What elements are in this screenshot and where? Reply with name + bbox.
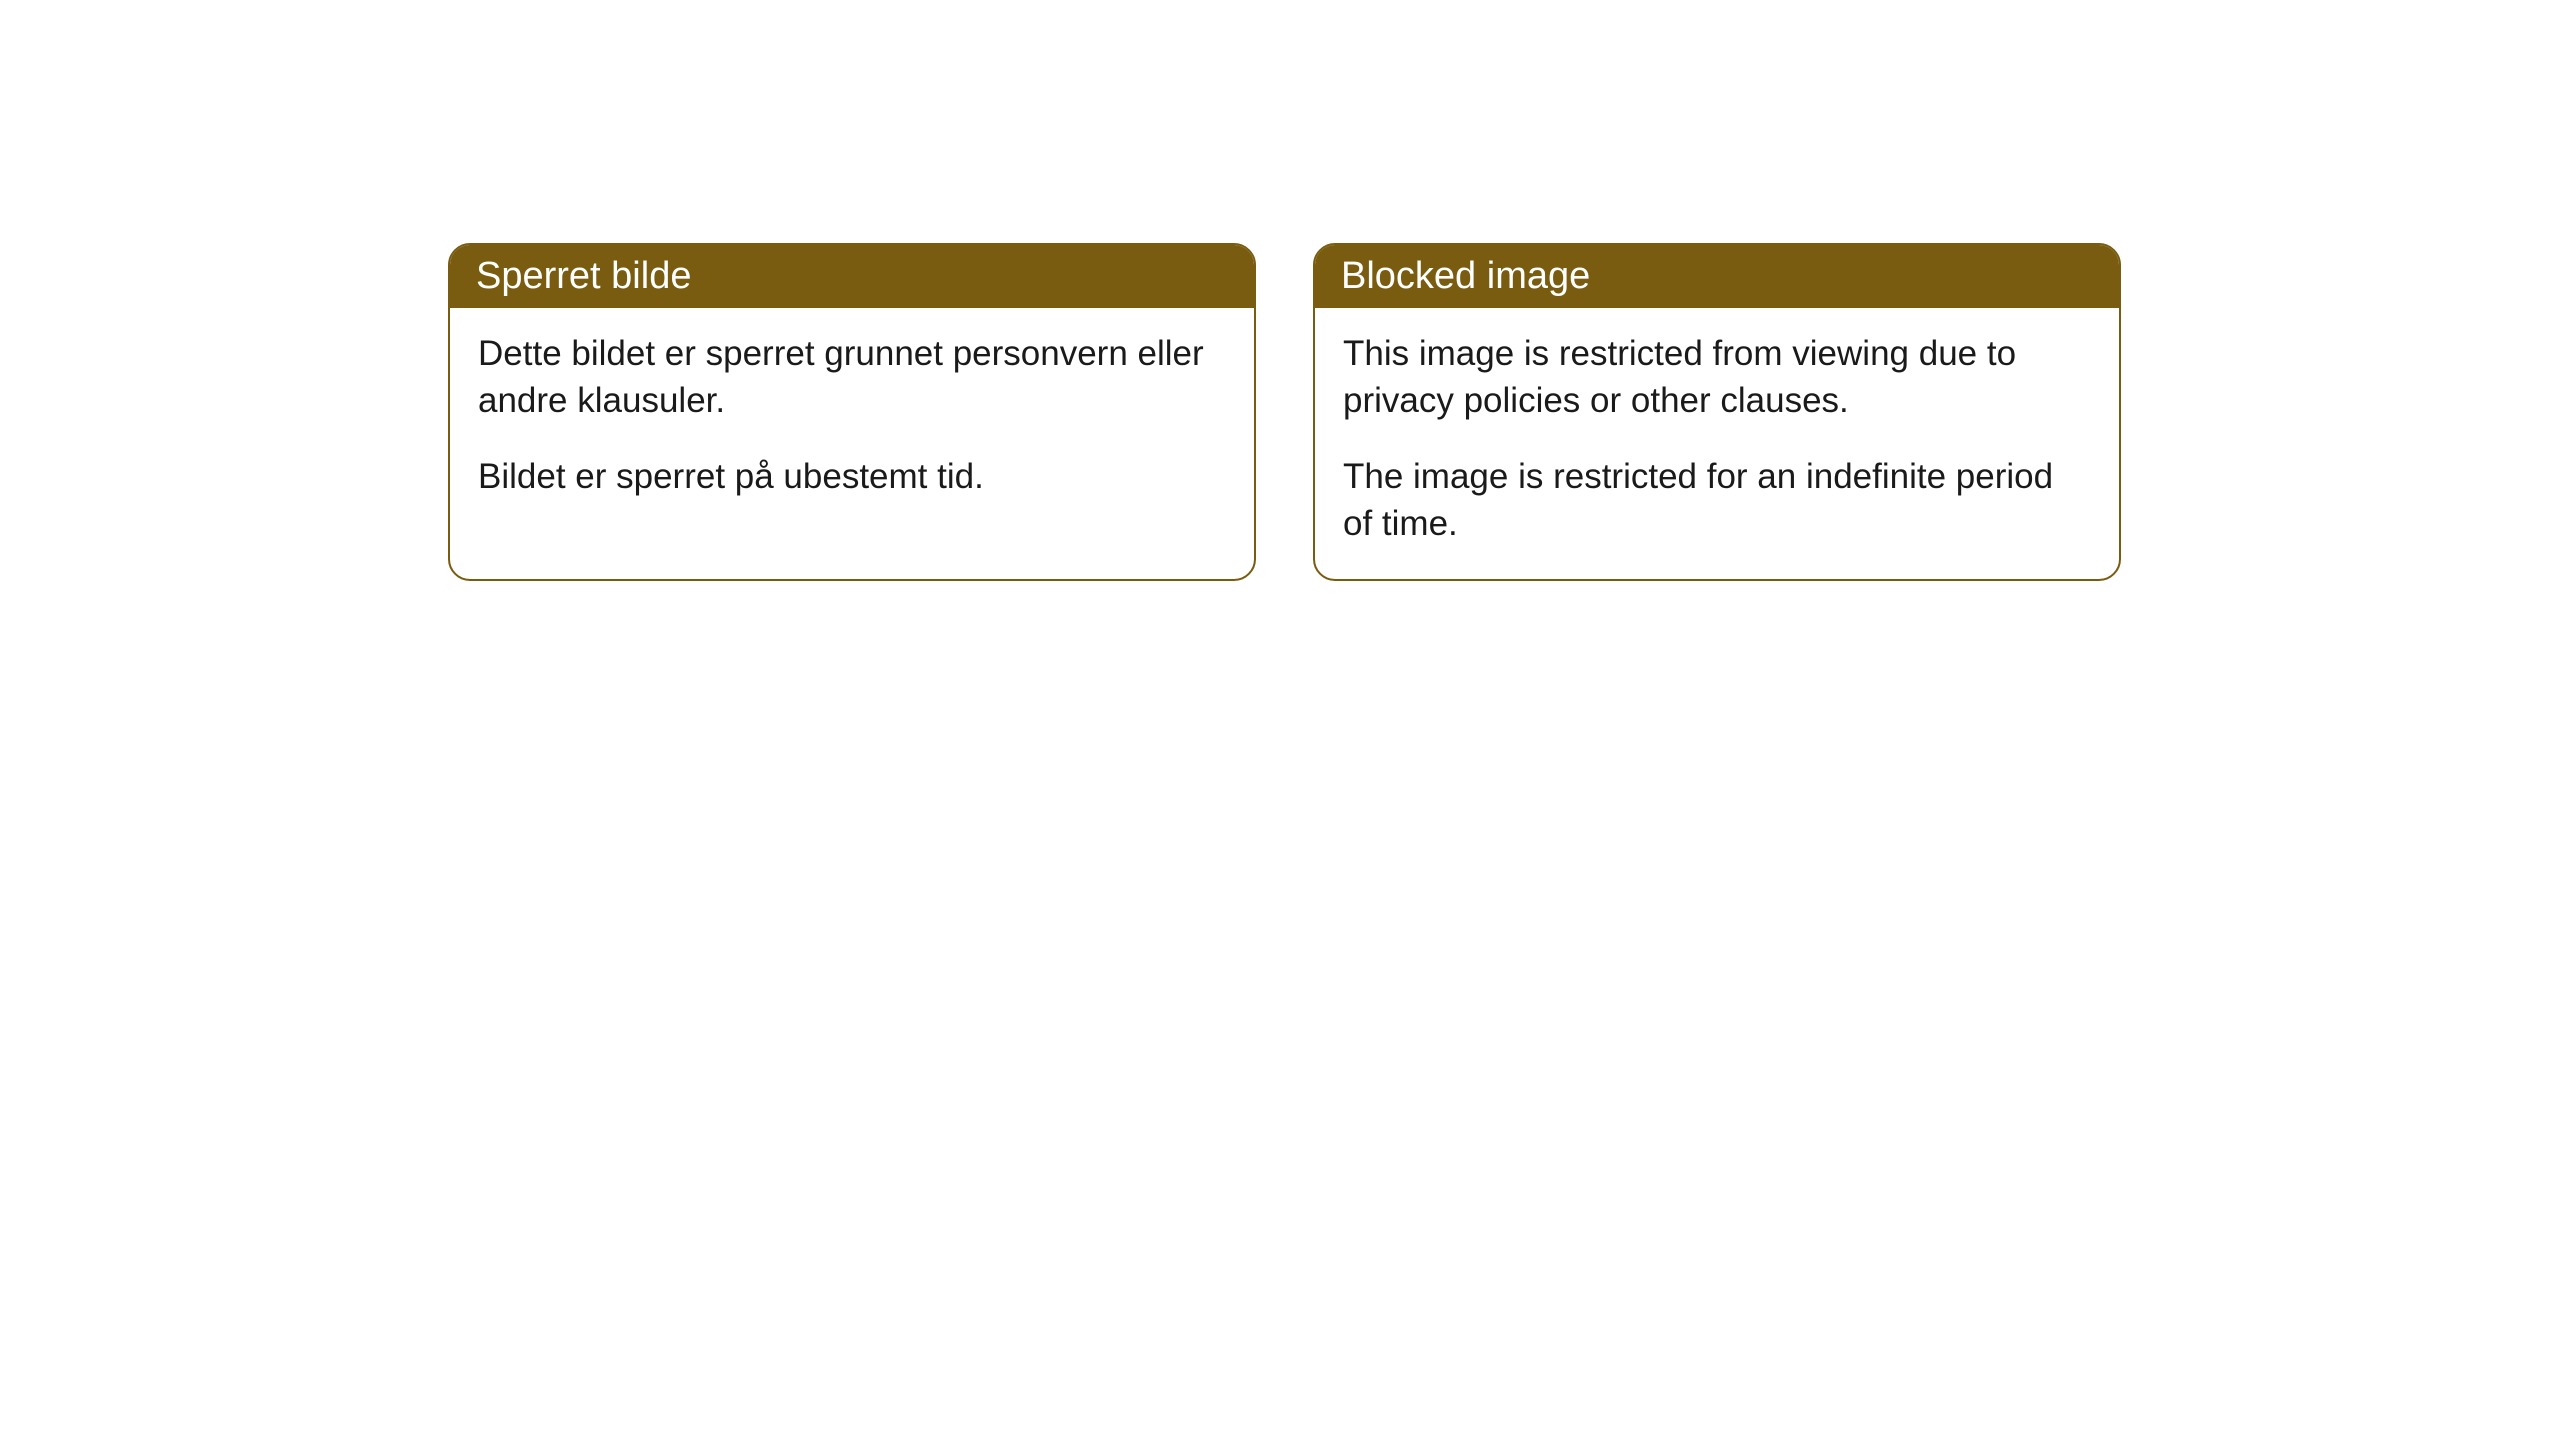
card-paragraph-1-english: This image is restricted from viewing du… <box>1343 330 2091 425</box>
card-title-norwegian: Sperret bilde <box>476 255 691 297</box>
card-header-norwegian: Sperret bilde <box>450 245 1254 308</box>
card-body-norwegian: Dette bildet er sperret grunnet personve… <box>450 308 1254 532</box>
card-paragraph-1-norwegian: Dette bildet er sperret grunnet personve… <box>478 330 1226 425</box>
card-header-english: Blocked image <box>1315 245 2119 308</box>
card-paragraph-2-norwegian: Bildet er sperret på ubestemt tid. <box>478 453 1226 500</box>
card-body-english: This image is restricted from viewing du… <box>1315 308 2119 579</box>
card-title-english: Blocked image <box>1341 255 1590 297</box>
notice-cards-container: Sperret bilde Dette bildet er sperret gr… <box>448 243 2121 581</box>
card-paragraph-2-english: The image is restricted for an indefinit… <box>1343 453 2091 548</box>
blocked-image-card-norwegian: Sperret bilde Dette bildet er sperret gr… <box>448 243 1256 581</box>
blocked-image-card-english: Blocked image This image is restricted f… <box>1313 243 2121 581</box>
